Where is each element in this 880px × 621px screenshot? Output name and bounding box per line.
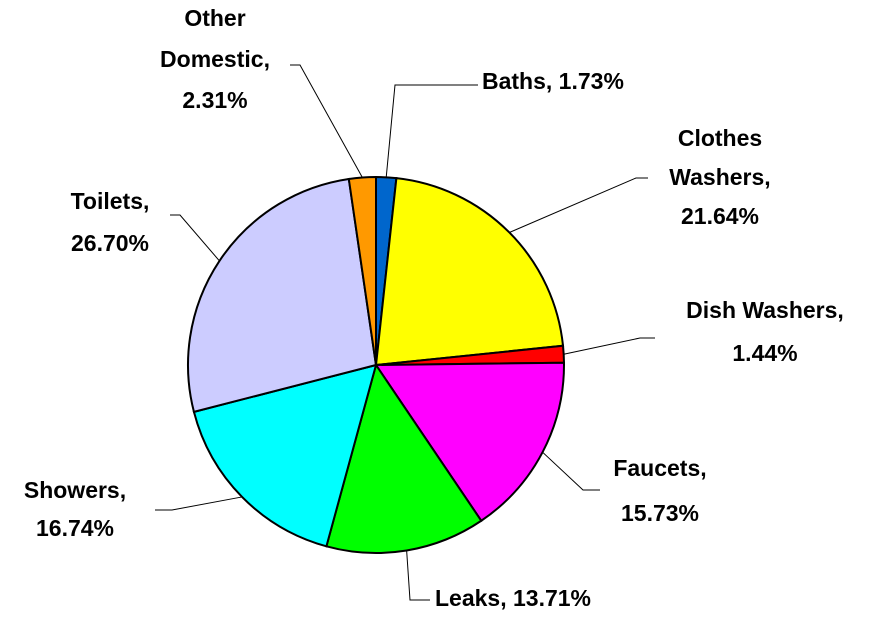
data-label: Baths, 1.73%: [482, 68, 624, 94]
pie-slice: [374, 177, 565, 367]
data-label: Showers,: [24, 477, 126, 503]
data-label: 1.44%: [732, 340, 797, 366]
leader-line: [155, 496, 243, 511]
data-label: 21.64%: [681, 203, 759, 229]
data-label: Dish Washers,: [686, 297, 844, 323]
leader-line: [170, 214, 220, 262]
data-label: Washers,: [669, 164, 770, 190]
data-label: 16.74%: [36, 515, 114, 541]
data-label: Domestic,: [160, 46, 270, 72]
data-label: Faucets,: [613, 455, 706, 481]
data-label: Clothes: [678, 125, 762, 151]
leader-line: [290, 64, 363, 178]
data-label: Leaks, 13.71%: [435, 585, 591, 611]
pie-slice: [192, 363, 378, 548]
data-label: Toilets,: [71, 188, 150, 214]
leader-line: [563, 337, 655, 355]
data-label: Other: [184, 5, 245, 31]
leader-line: [385, 84, 478, 178]
pie-slice: [325, 362, 483, 554]
data-label: 15.73%: [621, 500, 699, 526]
pie-slice: [187, 177, 378, 414]
data-label: 26.70%: [71, 230, 149, 256]
leader-line: [509, 177, 648, 233]
leader-line: [406, 550, 430, 601]
pie-slice: [347, 175, 377, 366]
pie-slice: [374, 361, 565, 523]
data-label: 2.31%: [182, 87, 247, 113]
leader-line: [542, 451, 600, 491]
